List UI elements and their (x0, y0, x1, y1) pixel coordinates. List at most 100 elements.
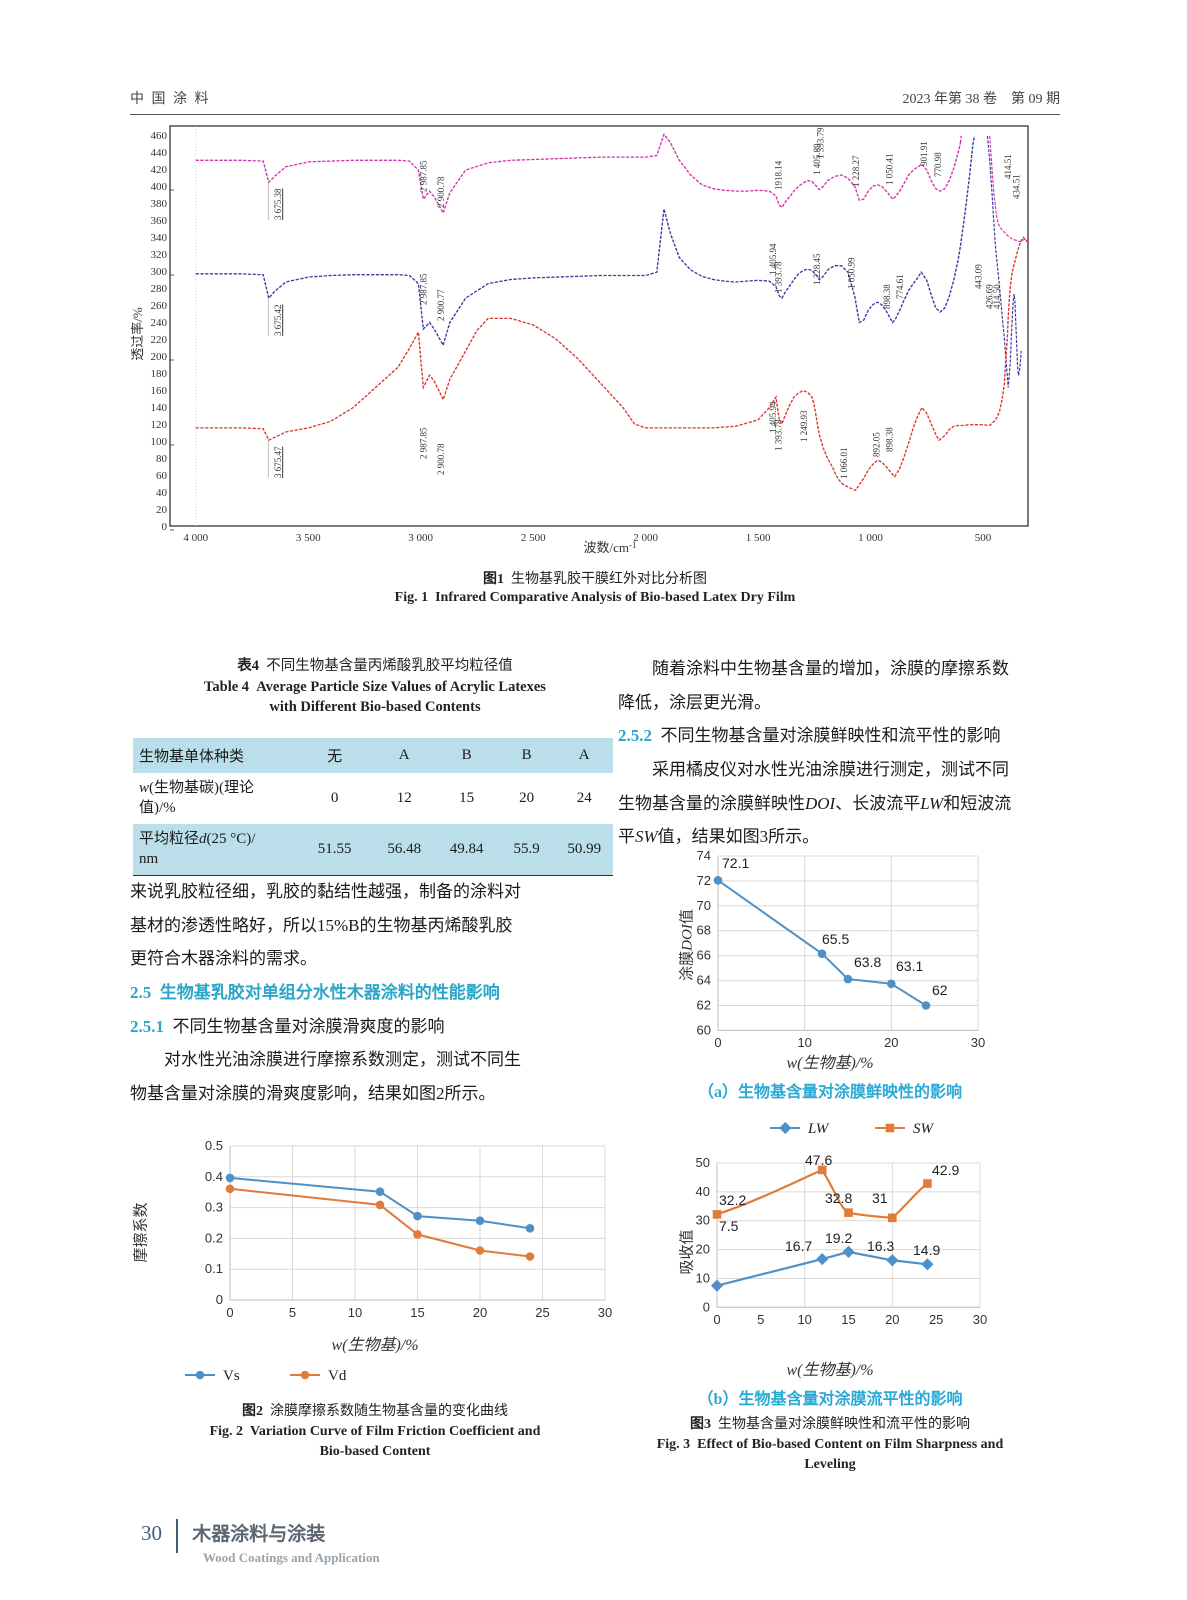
svg-text:460: 460 (151, 130, 168, 142)
svg-text:2 900.78: 2 900.78 (437, 443, 447, 475)
svg-text:20: 20 (473, 1305, 487, 1320)
svg-text:16.3: 16.3 (867, 1238, 894, 1254)
svg-text:16.7: 16.7 (785, 1238, 812, 1254)
svg-text:180: 180 (151, 368, 168, 380)
svg-text:7.5: 7.5 (719, 1218, 739, 1234)
svg-text:0: 0 (713, 1312, 720, 1327)
svg-text:32.8: 32.8 (825, 1190, 852, 1206)
svg-text:0.2: 0.2 (205, 1230, 223, 1245)
svg-text:340: 340 (151, 232, 168, 244)
svg-text:0: 0 (216, 1292, 223, 1307)
svg-text:15: 15 (410, 1305, 424, 1320)
svg-text:20: 20 (884, 1035, 898, 1050)
svg-text:443.09: 443.09 (974, 264, 984, 289)
svg-text:3 000: 3 000 (408, 532, 433, 544)
svg-text:140: 140 (151, 402, 168, 414)
svg-text:32.2: 32.2 (719, 1192, 746, 1208)
svg-text:42.9: 42.9 (932, 1162, 959, 1178)
svg-text:901.91: 901.91 (920, 141, 930, 166)
svg-text:3 500: 3 500 (296, 532, 321, 544)
svg-text:波数/cm-1: 波数/cm-1 (584, 540, 637, 555)
svg-text:1 393.78: 1 393.78 (774, 419, 784, 451)
svg-text:440: 440 (151, 147, 168, 159)
svg-text:30: 30 (973, 1312, 987, 1327)
svg-text:31: 31 (872, 1190, 888, 1206)
svg-text:65.5: 65.5 (822, 931, 849, 947)
svg-text:1 228.27: 1 228.27 (852, 155, 862, 187)
svg-text:透过率/%: 透过率/% (130, 307, 145, 361)
svg-text:74: 74 (697, 848, 711, 863)
svg-text:LW: LW (807, 1121, 830, 1137)
svg-text:1 050.41: 1 050.41 (885, 153, 895, 185)
svg-text:2 900.77: 2 900.77 (437, 289, 447, 321)
svg-text:1 393.79: 1 393.79 (816, 127, 826, 159)
svg-text:10: 10 (348, 1305, 362, 1320)
svg-text:120: 120 (151, 419, 168, 431)
svg-text:240: 240 (151, 317, 168, 329)
svg-text:66: 66 (697, 948, 711, 963)
svg-text:60: 60 (697, 1022, 711, 1037)
svg-text:20: 20 (696, 1242, 710, 1257)
svg-text:80: 80 (156, 453, 168, 465)
svg-text:160: 160 (151, 385, 168, 397)
svg-text:25: 25 (929, 1312, 943, 1327)
svg-text:2 987.85: 2 987.85 (419, 273, 429, 305)
svg-text:14.9: 14.9 (913, 1242, 940, 1258)
svg-text:0.5: 0.5 (205, 1138, 223, 1153)
svg-text:0.1: 0.1 (205, 1261, 223, 1276)
svg-text:2 500: 2 500 (521, 532, 546, 544)
svg-text:20: 20 (156, 504, 168, 516)
svg-text:1 228.45: 1 228.45 (813, 253, 823, 285)
svg-text:20: 20 (885, 1312, 899, 1327)
svg-text:0: 0 (703, 1299, 710, 1314)
svg-text:4 000: 4 000 (183, 532, 208, 544)
svg-text:380: 380 (151, 198, 168, 210)
svg-text:1 393.78: 1 393.78 (774, 261, 784, 293)
svg-text:68: 68 (697, 923, 711, 938)
svg-text:25: 25 (535, 1305, 549, 1320)
svg-text:320: 320 (151, 249, 168, 261)
svg-text:300: 300 (151, 266, 168, 278)
svg-text:1 066.01: 1 066.01 (840, 447, 850, 479)
svg-text:62: 62 (697, 998, 711, 1013)
svg-text:0: 0 (714, 1035, 721, 1050)
svg-text:0.4: 0.4 (205, 1169, 223, 1184)
svg-text:500: 500 (975, 532, 992, 544)
svg-text:64: 64 (697, 973, 711, 988)
svg-text:10: 10 (797, 1312, 811, 1327)
svg-text:1 050.99: 1 050.99 (847, 257, 857, 289)
svg-text:2 987.85: 2 987.85 (419, 427, 429, 459)
svg-text:63.8: 63.8 (854, 954, 881, 970)
svg-text:774.61: 774.61 (896, 274, 906, 299)
svg-text:434.51: 434.51 (1012, 174, 1022, 199)
svg-text:420: 420 (151, 164, 168, 176)
svg-text:Vd: Vd (328, 1368, 347, 1384)
svg-text:5: 5 (757, 1312, 764, 1327)
svg-text:1 500: 1 500 (746, 532, 771, 544)
svg-text:40: 40 (156, 487, 168, 499)
svg-text:360: 360 (151, 215, 168, 227)
svg-text:280: 280 (151, 283, 168, 295)
svg-text:15: 15 (841, 1312, 855, 1327)
svg-text:220: 220 (151, 334, 168, 346)
svg-text:1918.14: 1918.14 (774, 160, 784, 190)
svg-text:100: 100 (151, 436, 168, 448)
svg-text:3 675.42: 3 675.42 (274, 304, 284, 336)
svg-text:260: 260 (151, 300, 168, 312)
svg-text:SW: SW (913, 1121, 935, 1137)
svg-text:Vs: Vs (223, 1368, 240, 1384)
svg-text:19.2: 19.2 (825, 1230, 852, 1246)
svg-text:50: 50 (696, 1155, 710, 1170)
svg-text:5: 5 (289, 1305, 296, 1320)
svg-text:60: 60 (156, 470, 168, 482)
svg-text:3 675.47: 3 675.47 (274, 446, 284, 478)
svg-text:30: 30 (971, 1035, 985, 1050)
svg-text:10: 10 (696, 1270, 710, 1285)
svg-text:70: 70 (697, 898, 711, 913)
svg-text:770.98: 770.98 (934, 152, 944, 177)
svg-text:898.38: 898.38 (883, 284, 893, 309)
svg-text:1 249.93: 1 249.93 (800, 410, 810, 442)
svg-text:2 000: 2 000 (633, 532, 658, 544)
svg-text:3 675.38: 3 675.38 (274, 188, 284, 220)
svg-text:892.05: 892.05 (872, 432, 882, 457)
